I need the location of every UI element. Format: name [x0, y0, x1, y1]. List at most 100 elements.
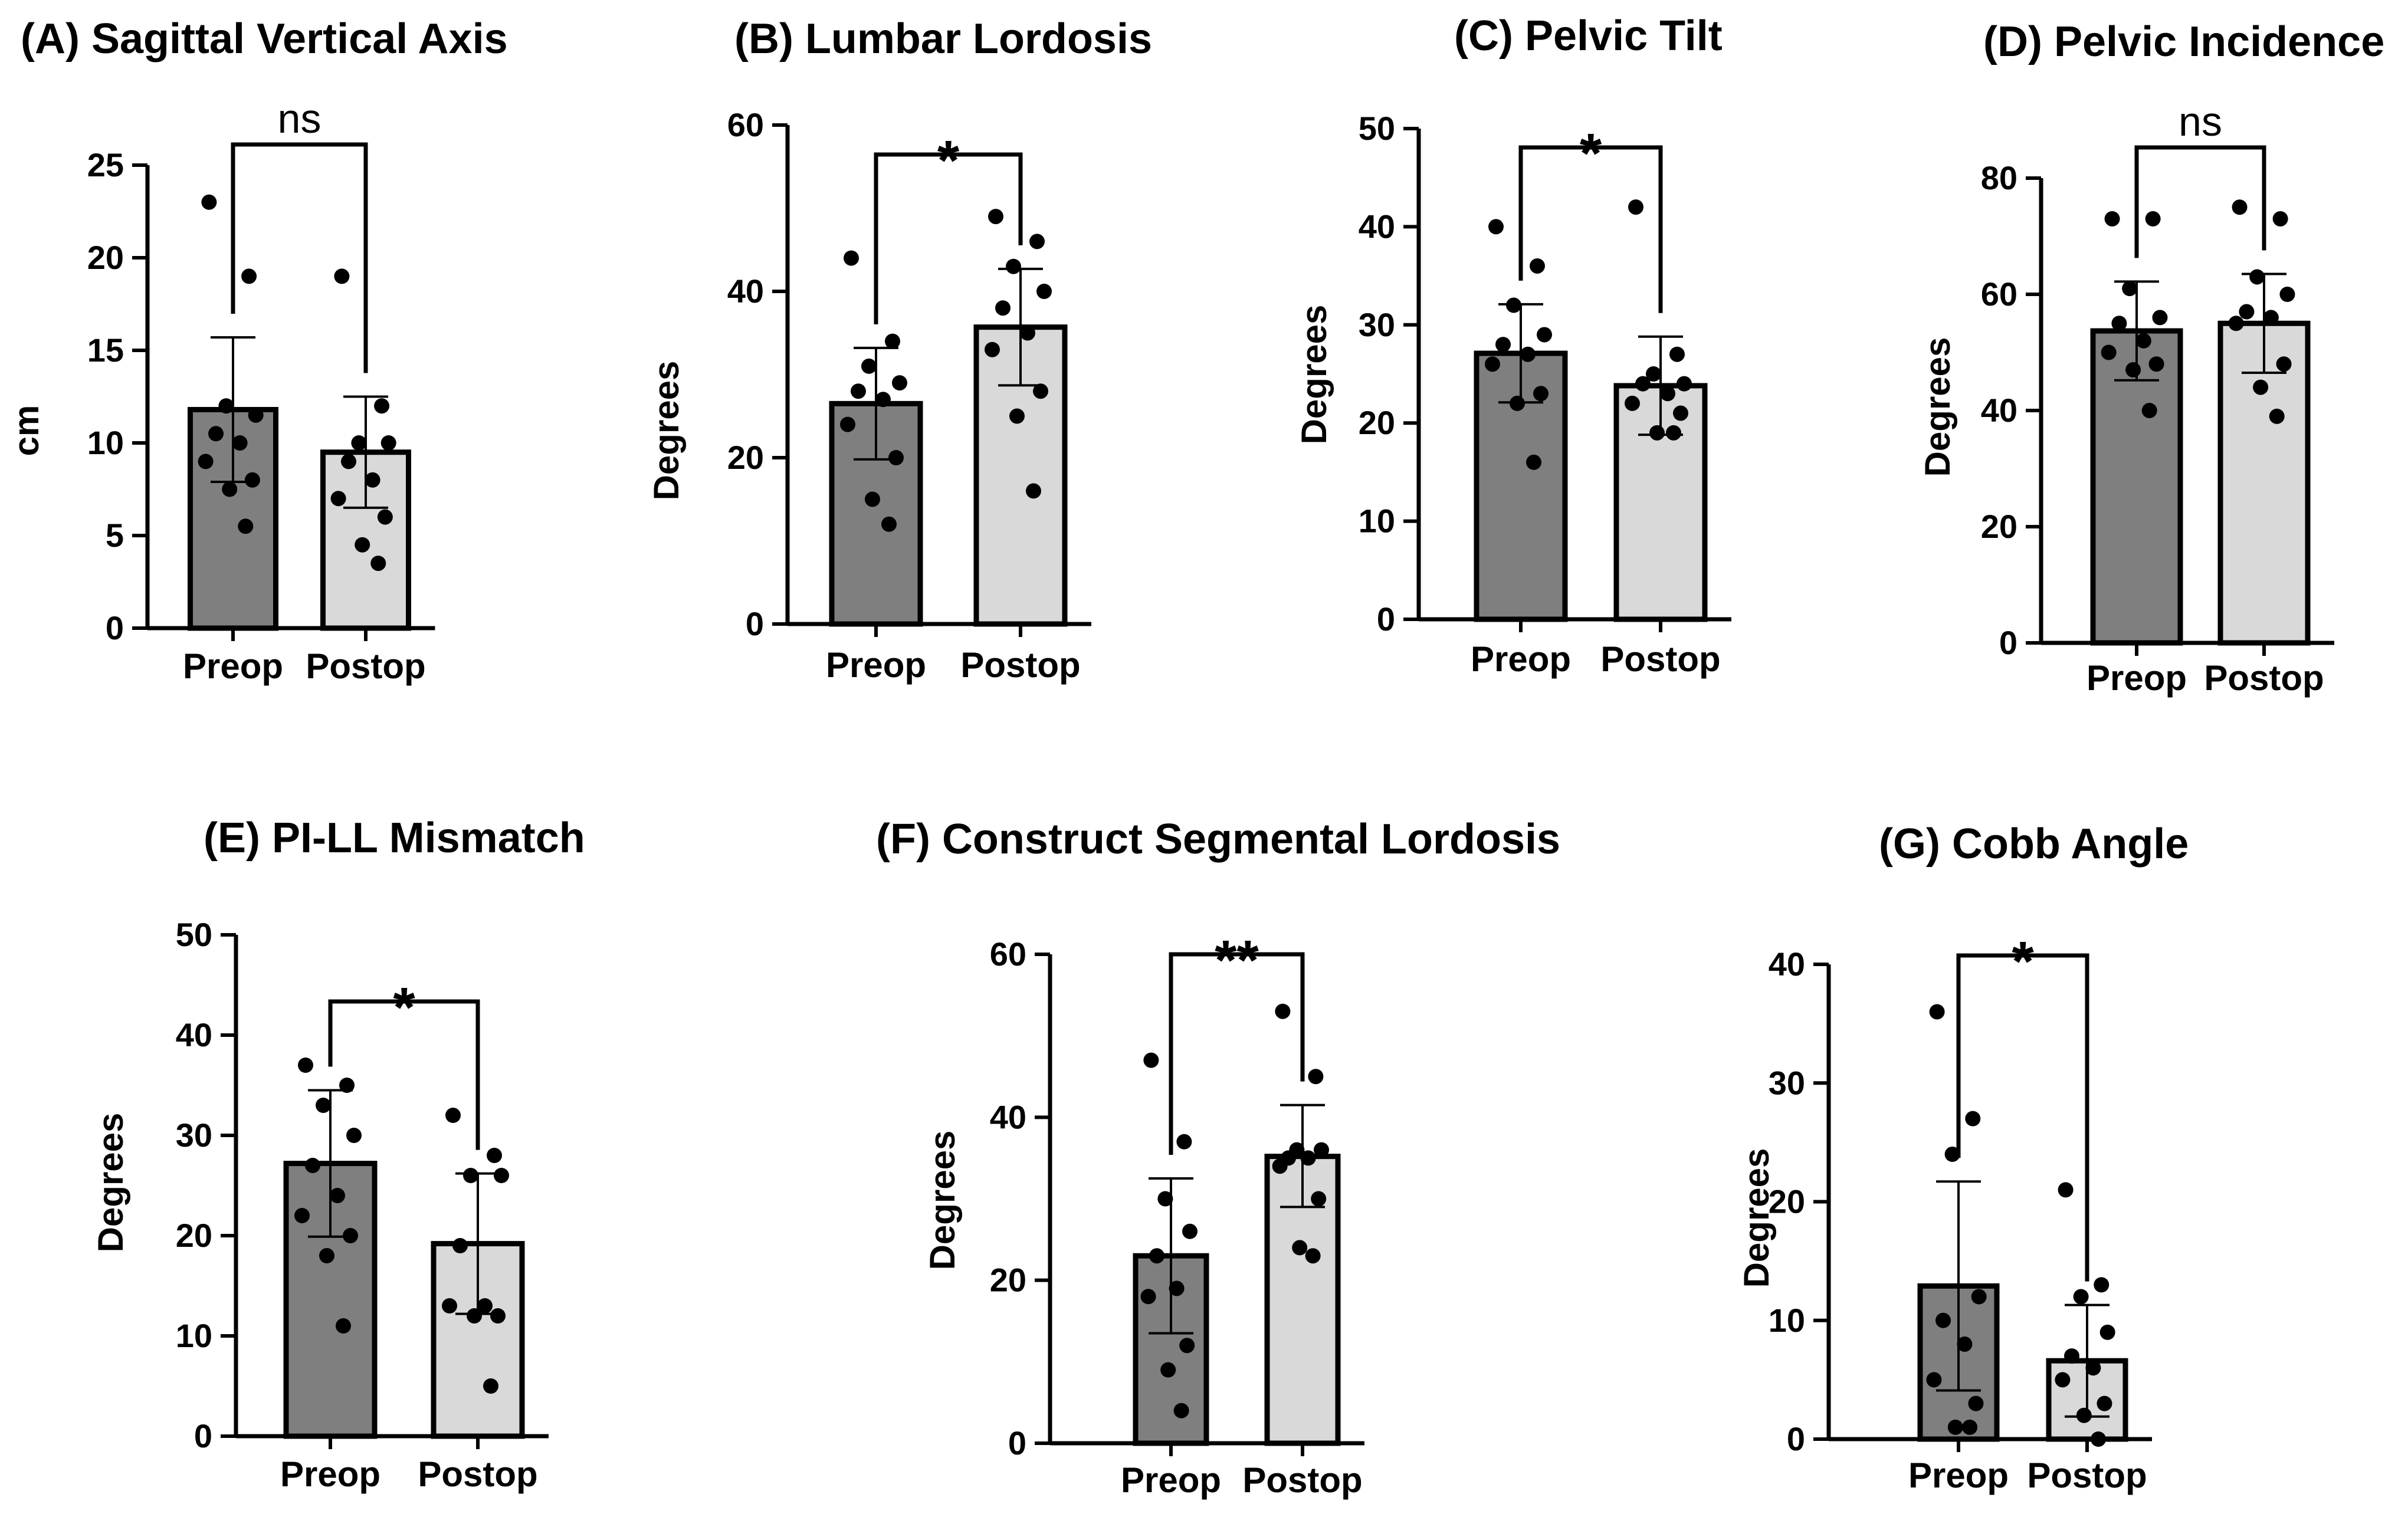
y-tick-label: 10 — [1769, 1302, 1805, 1339]
data-point — [445, 1108, 461, 1123]
data-point — [2145, 211, 2161, 226]
data-point — [1537, 327, 1552, 343]
y-tick-label: 20 — [727, 439, 764, 476]
data-point — [1533, 386, 1549, 402]
y-axis-label: Degrees — [923, 1131, 962, 1270]
data-point — [208, 426, 224, 442]
data-point — [2097, 1395, 2112, 1411]
x-tick-label: Postop — [2027, 1456, 2147, 1495]
data-point — [1143, 1052, 1159, 1068]
data-point — [861, 358, 877, 374]
data-point — [442, 1298, 457, 1313]
data-point — [1666, 425, 1681, 441]
y-tick-label: 40 — [1359, 208, 1395, 245]
data-point — [1314, 1142, 1329, 1158]
chart-title: (G) Cobb Angle — [1879, 820, 2189, 868]
y-tick-label: 40 — [990, 1098, 1026, 1135]
y-tick-label: 60 — [1981, 275, 2017, 313]
data-point — [232, 435, 248, 451]
data-point — [1179, 1338, 1195, 1354]
data-point — [2239, 304, 2255, 320]
x-tick-label: Postop — [2204, 658, 2324, 698]
data-point — [1485, 356, 1500, 372]
significance-label: * — [1580, 122, 1602, 185]
data-point — [1677, 376, 1692, 392]
y-tick-label: 0 — [1008, 1424, 1026, 1462]
data-point — [339, 1078, 355, 1093]
data-point — [2125, 362, 2141, 378]
data-point — [2122, 281, 2138, 297]
data-point — [1935, 1312, 1951, 1328]
data-point — [1176, 1134, 1192, 1150]
data-point — [2076, 1407, 2092, 1423]
data-point — [1971, 1289, 1987, 1305]
data-point — [885, 333, 900, 349]
significance-label: * — [393, 976, 415, 1039]
data-point — [2055, 1372, 2071, 1388]
data-point — [2101, 344, 2117, 360]
data-point — [995, 300, 1011, 316]
chart-title: (C) Pelvic Tilt — [1454, 12, 1723, 60]
x-tick-label: Preop — [826, 645, 926, 685]
data-point — [346, 1128, 362, 1143]
significance-label: * — [2012, 930, 2034, 993]
data-point — [343, 1228, 358, 1243]
panel: (G) Cobb Angle Degrees 0 10 20 30 40 Preop Posto… — [1737, 820, 2189, 1495]
data-point — [1635, 376, 1651, 392]
data-point — [1173, 1403, 1189, 1418]
data-point — [2094, 1277, 2110, 1293]
data-point — [1169, 1280, 1185, 1296]
y-tick-label: 40 — [1769, 945, 1805, 983]
y-tick-label: 10 — [176, 1317, 212, 1354]
data-point — [1029, 234, 1045, 249]
y-tick-label: 30 — [1359, 306, 1395, 343]
data-point — [1510, 395, 1525, 411]
significance-label: ** — [1215, 929, 1259, 992]
data-point — [2141, 403, 2157, 418]
y-tick-label: 10 — [87, 424, 124, 461]
data-point — [305, 1158, 320, 1173]
data-point — [2279, 287, 2295, 302]
significance-bracket — [1518, 145, 1663, 313]
significance-bracket — [1956, 953, 2089, 1282]
significance-label: ns — [2179, 98, 2222, 145]
data-point — [2104, 211, 2120, 226]
data-point — [2272, 211, 2288, 226]
chart-title: (D) Pelvic Incidence — [1983, 18, 2384, 65]
y-tick-label: 10 — [1359, 503, 1395, 540]
data-point — [1957, 1336, 1973, 1352]
data-point — [1926, 1372, 1942, 1388]
x-tick-label: Preop — [1908, 1456, 2009, 1495]
data-point — [1149, 1248, 1164, 1264]
data-point — [881, 516, 897, 532]
y-axis-label: Degrees — [1294, 305, 1334, 445]
data-point — [988, 209, 1003, 225]
data-point — [477, 1298, 493, 1313]
data-point — [377, 509, 393, 525]
data-point — [1026, 483, 1041, 499]
x-tick-label: Preop — [1471, 639, 1571, 679]
data-point — [1157, 1191, 1173, 1207]
y-tick-label: 20 — [87, 239, 124, 276]
x-tick-label: Preop — [183, 646, 283, 686]
data-point — [1530, 258, 1545, 274]
data-point — [336, 1318, 351, 1334]
panel: (C) Pelvic Tilt Degrees 0 10 20 30 40 50 Preop Po… — [1294, 12, 1731, 679]
data-point — [244, 472, 260, 488]
data-point — [374, 398, 390, 414]
panel: (E) PI-LL Mismatch Degrees 0 10 20 30 40 50 Preo… — [91, 815, 585, 1494]
data-point — [1520, 346, 1536, 362]
data-point — [2269, 408, 2285, 424]
data-point — [490, 1308, 506, 1324]
data-point — [222, 481, 238, 497]
data-point — [1006, 258, 1021, 274]
y-tick-label: 0 — [106, 609, 124, 646]
y-tick-label: 60 — [727, 106, 764, 143]
data-point — [1646, 366, 1661, 382]
y-tick-label: 30 — [1769, 1064, 1805, 1101]
data-point — [1300, 1150, 1316, 1166]
data-point — [2085, 1360, 2101, 1376]
bar — [2090, 328, 2183, 646]
panel: (A) Sagittal Vertical Axis cm 0 5 10 15 20 25 Pr… — [6, 15, 508, 686]
